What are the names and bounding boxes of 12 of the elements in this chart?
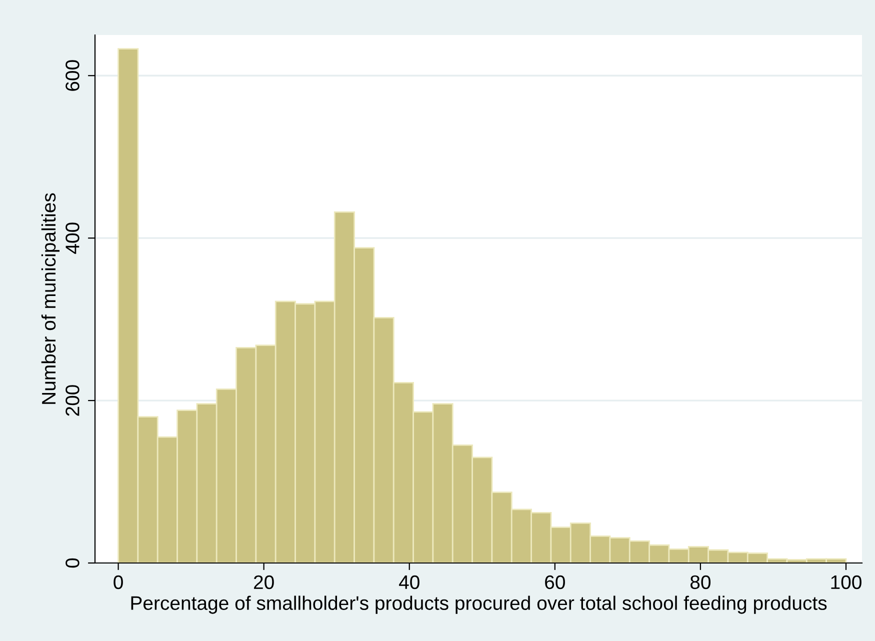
- y-axis-title: Number of municipalities: [41, 193, 60, 404]
- x-tick-label: 40: [399, 575, 420, 590]
- y-tick-label: 600: [66, 60, 80, 91]
- x-tick-label: 20: [254, 575, 274, 590]
- x-axis-title: Percentage of smallholder's products procured over total school feeding products: [131, 596, 827, 614]
- x-tick-label: 0: [114, 575, 123, 590]
- y-tick-label: 200: [66, 385, 80, 416]
- x-tick-label: 60: [545, 575, 565, 590]
- y-tick-label: 0: [66, 558, 80, 568]
- x-tick-label: 80: [690, 575, 711, 590]
- y-tick-label: 400: [66, 222, 80, 254]
- x-tick-label: 100: [831, 575, 862, 590]
